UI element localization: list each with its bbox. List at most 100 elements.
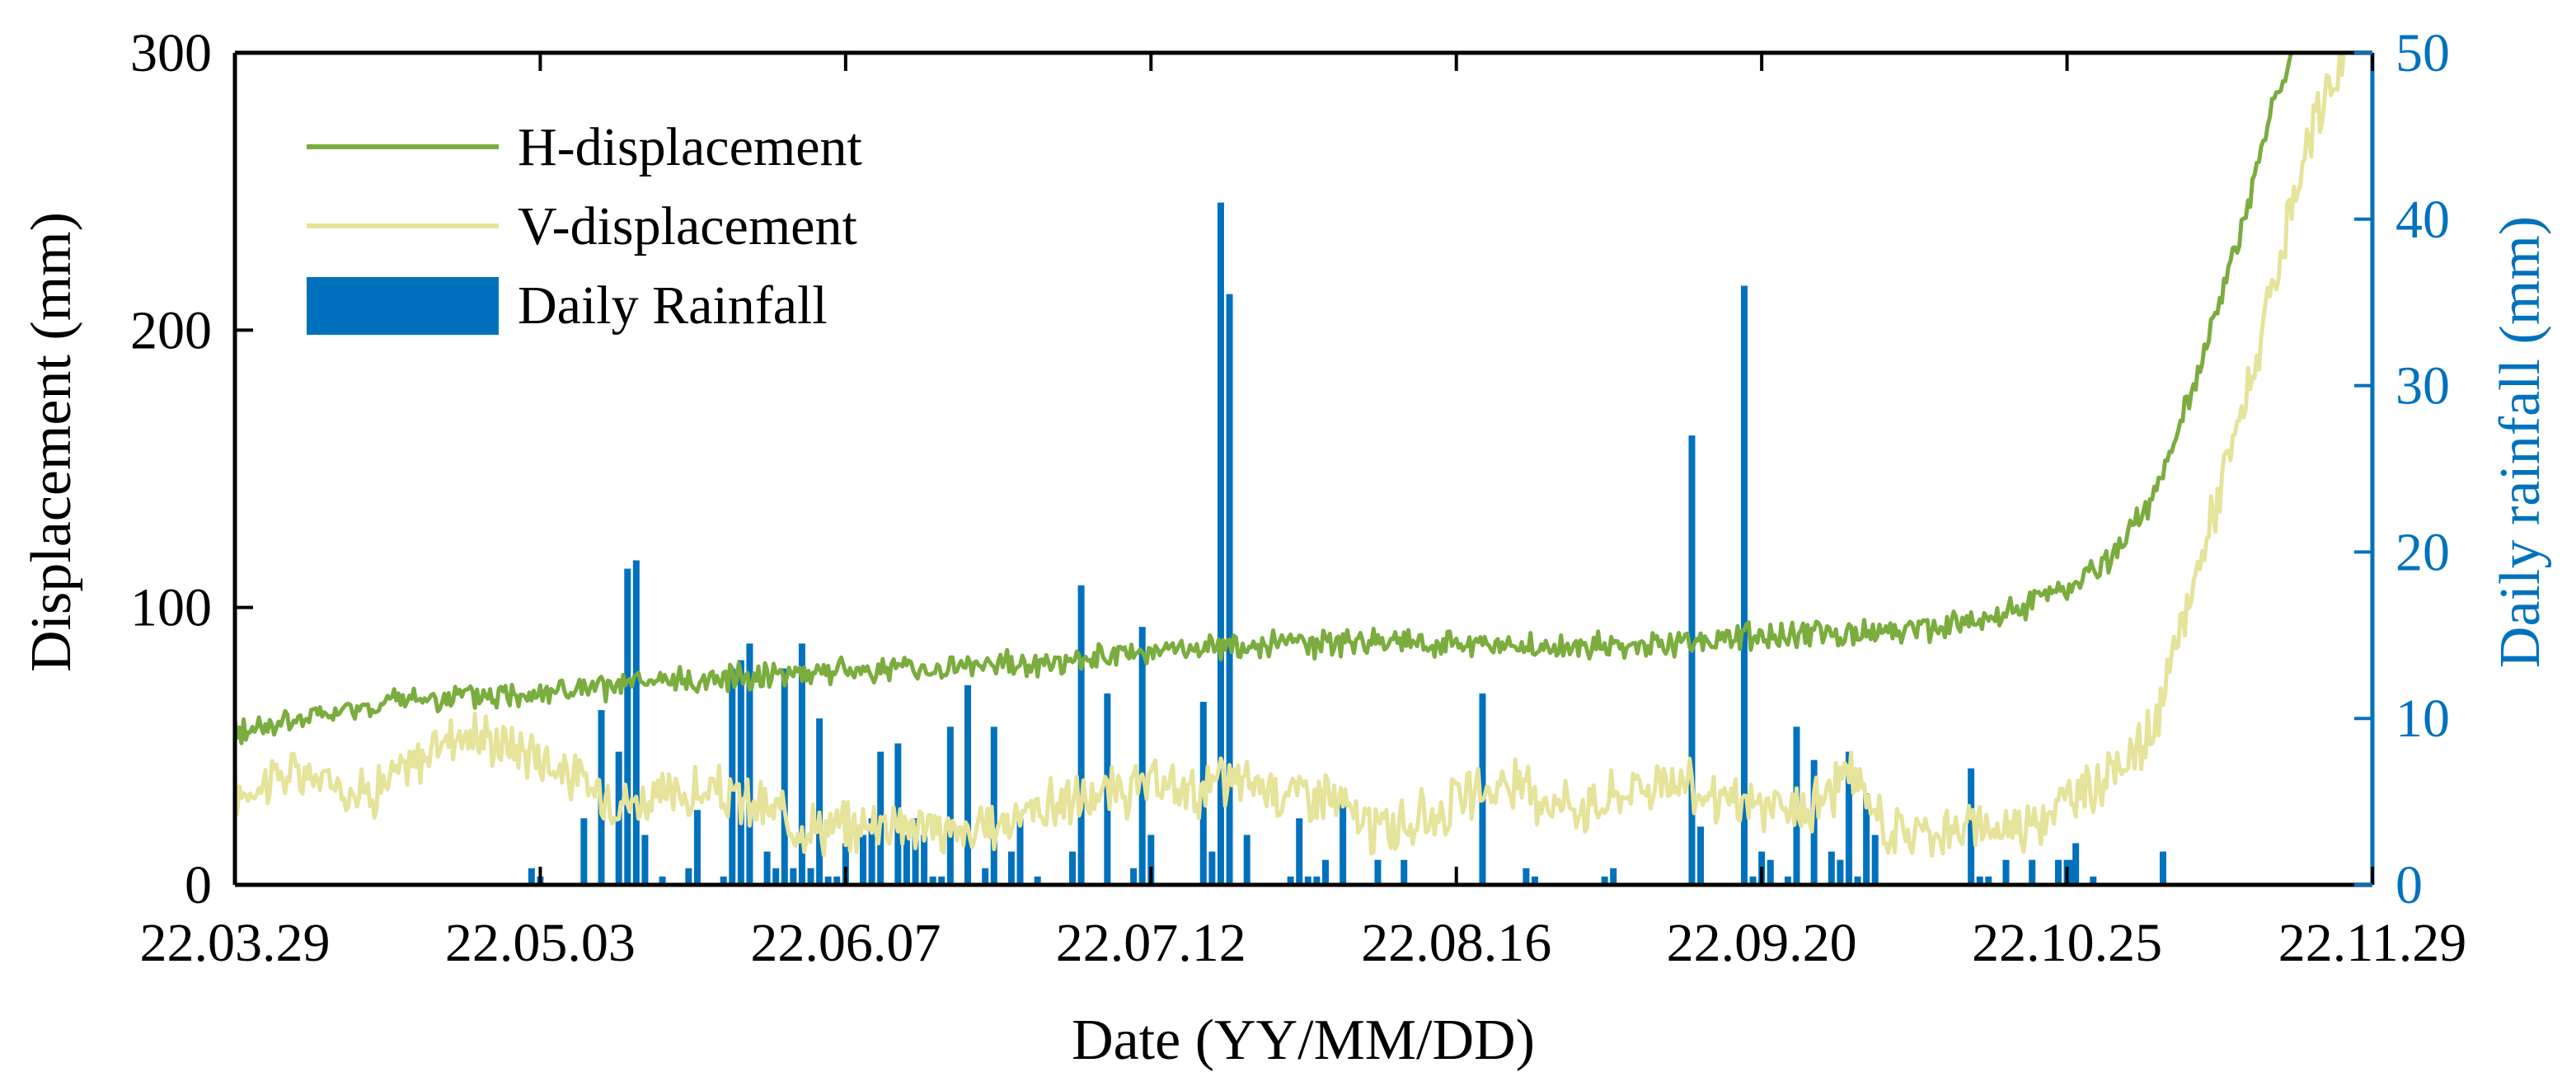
y-left-tick-label: 200 [130, 300, 212, 360]
rainfall-bar [1749, 876, 1757, 885]
rainfall-bar [720, 876, 727, 885]
rainfall-bar [1767, 859, 1774, 885]
rainfall-bar [1688, 435, 1696, 885]
y-axis-right-title: Daily rainfall (mm) [2489, 216, 2552, 668]
rainfall-bar [2072, 843, 2080, 885]
rainfall-bar [1697, 826, 1705, 885]
x-tick-label: 22.03.29 [140, 913, 331, 973]
rainfall-bar [1147, 835, 1155, 885]
rainfall-bar [1130, 868, 1138, 885]
rainfall-bar [982, 868, 989, 885]
rainfall-bar [528, 868, 535, 885]
rainfall-bar [729, 668, 736, 885]
y-axis-left-title: Displacement (mm) [20, 212, 83, 672]
rainfall-bar [1226, 294, 1233, 885]
legend-label-daily-rainfall: Daily Rainfall [518, 275, 828, 336]
rainfall-bar [1243, 835, 1250, 885]
rainfall-bar [1007, 851, 1015, 885]
rainfall-bar [1296, 818, 1303, 885]
y-left-tick-label: 100 [130, 578, 212, 638]
rainfall-bar [912, 818, 919, 885]
rainfall-bar [1828, 851, 1835, 885]
rainfall-bar [1401, 859, 1408, 885]
rainfall-bar [868, 818, 875, 885]
x-tick-label: 22.08.16 [1361, 913, 1551, 973]
rainfall-bar [1837, 859, 1844, 885]
rainfall-bar [2067, 859, 2075, 885]
rainfall-bar [763, 851, 771, 885]
rainfall-bar [632, 560, 640, 885]
axes [232, 50, 2375, 887]
rainfall-bar [1016, 818, 1024, 885]
rainfall-bar [798, 643, 805, 885]
rainfall-bar [1138, 627, 1146, 885]
rainfall-bar [1740, 285, 1748, 885]
rainfall-bar [1034, 876, 1041, 885]
rainfall-bar [1845, 751, 1852, 885]
rainfall-bar [860, 835, 867, 885]
rainfall-bar [1610, 868, 1617, 885]
x-tick-label: 22.09.20 [1667, 913, 1857, 973]
x-tick-label: 22.10.25 [1972, 913, 2162, 973]
rainfall-bar [842, 843, 849, 885]
rainfall-bar [1321, 859, 1329, 885]
rainfall-bar [1523, 868, 1530, 885]
rainfall-bar [2029, 859, 2036, 885]
rainfall-bar [1784, 876, 1791, 885]
y-left-tick-label: 0 [185, 855, 212, 915]
rainfall-bar [1854, 876, 1861, 885]
rainfall-bar [746, 643, 753, 885]
rainfall-bar [693, 810, 701, 885]
rainfall-bar [816, 718, 823, 885]
rainfall-bar [772, 868, 780, 885]
rainfall-bar [929, 876, 936, 885]
rainfall-bar [946, 727, 954, 885]
rainfall-bar [1304, 876, 1311, 885]
tick-labels: 22.03.29 22.05.03 22.06.07 22.07.12 22.08.16… [130, 23, 2466, 973]
y-right-tick-label: 30 [2395, 356, 2450, 416]
rainfall-bar [1077, 585, 1085, 885]
rainfall-bar [990, 727, 997, 885]
rainfall-bar [921, 835, 928, 885]
rainfall-bar [659, 876, 666, 885]
rainfall-bar [1976, 876, 1983, 885]
rainfall-bar [624, 568, 631, 885]
rainfall-bar [790, 868, 797, 885]
h-displacement-line [235, 53, 2294, 745]
rainfall-bar [2090, 876, 2097, 885]
rainfall-bar [2002, 859, 2010, 885]
rainfall-bar [781, 668, 788, 885]
y-right-tick-label: 50 [2395, 23, 2450, 83]
rainfall-bar [1287, 876, 1294, 885]
v-displacement-series [235, 53, 2346, 858]
y-right-tick-label: 10 [2395, 689, 2450, 749]
x-tick-label: 22.05.03 [445, 913, 636, 973]
rainfall-bar [1531, 876, 1538, 885]
rainfall-bar [1968, 768, 1975, 885]
x-tick-label: 22.07.12 [1056, 913, 1246, 973]
rainfall-bar [1217, 202, 1224, 885]
rainfall-bar [1208, 851, 1216, 885]
x-axis-title: Date (YY/MM/DD) [1072, 1009, 1535, 1072]
rainfall-bar [1069, 851, 1077, 885]
rainfall-bar [1985, 876, 1992, 885]
rainfall-bar [1340, 802, 1347, 885]
rainfall-bar [807, 868, 814, 885]
rainfall-bar [641, 835, 649, 885]
legend: H-displacement V-displacement Daily Rain… [307, 117, 862, 336]
plot-area [235, 53, 2372, 885]
h-displacement-series [235, 53, 2294, 745]
legend-swatch-daily-rainfall [307, 277, 499, 335]
rainfall-bar [1313, 876, 1321, 885]
y-right-tick-label: 20 [2395, 522, 2450, 582]
y-left-tick-label: 300 [130, 23, 212, 83]
rainfall-bar [1479, 693, 1486, 885]
rainfall-bar [833, 876, 841, 885]
legend-label-h-displacement: H-displacement [518, 117, 862, 177]
y-right-tick-label: 0 [2395, 855, 2423, 915]
rainfall-bar [1374, 859, 1382, 885]
rainfall-bar [685, 868, 692, 885]
rainfall-bar [964, 684, 972, 885]
rainfall-bar [1863, 793, 1870, 885]
